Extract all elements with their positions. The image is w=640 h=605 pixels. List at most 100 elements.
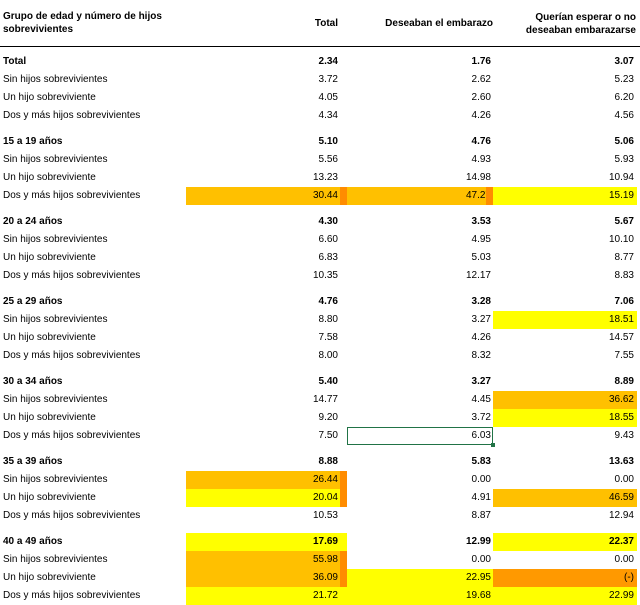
cell-querian[interactable]: 8.77 bbox=[614, 252, 634, 263]
cell-querian[interactable]: 18.55 bbox=[493, 409, 637, 427]
cell-deseaban[interactable]: 4.26 bbox=[471, 110, 491, 121]
cell-total[interactable]: 5.56 bbox=[318, 154, 338, 165]
cell-deseaban[interactable]: 12.99 bbox=[465, 536, 491, 547]
cell-querian[interactable]: 13.63 bbox=[608, 456, 634, 467]
cell-deseaban[interactable]: 4.45 bbox=[471, 394, 491, 405]
cell-total[interactable]: 10.35 bbox=[312, 270, 338, 281]
row-label[interactable]: 30 a 34 años bbox=[3, 376, 63, 387]
cell-querian[interactable]: 15.19 bbox=[493, 187, 637, 205]
row-label[interactable]: 40 a 49 años bbox=[3, 536, 63, 547]
cell-querian[interactable]: 14.57 bbox=[608, 332, 634, 343]
row-label[interactable]: Dos y más hijos sobrevivientes bbox=[3, 110, 141, 121]
cell-querian[interactable]: 8.83 bbox=[614, 270, 634, 281]
cell-total[interactable]: 4.05 bbox=[318, 92, 338, 103]
row-label[interactable]: Sin hijos sobrevivientes bbox=[3, 314, 108, 325]
row-label[interactable]: 35 a 39 años bbox=[3, 456, 63, 467]
cell-deseaban[interactable]: 22.95 bbox=[347, 569, 493, 587]
cell-querian[interactable]: 36.62 bbox=[493, 391, 637, 409]
row-label[interactable]: Un hijo sobreviviente bbox=[3, 492, 96, 503]
cell-deseaban[interactable]: 12.17 bbox=[465, 270, 491, 281]
cell-total[interactable]: 8.80 bbox=[318, 314, 338, 325]
header-label[interactable]: Grupo de edad y número de hijos sobreviv… bbox=[3, 11, 162, 35]
row-label[interactable]: Sin hijos sobrevivientes bbox=[3, 154, 108, 165]
row-label[interactable]: Dos y más hijos sobrevivientes bbox=[3, 270, 141, 281]
header-querian[interactable]: Querían esperar o no deseaban embarazars… bbox=[525, 12, 636, 36]
cell-deseaban[interactable]: 3.27 bbox=[471, 314, 491, 325]
cell-querian[interactable]: 7.55 bbox=[614, 350, 634, 361]
cell-querian[interactable]: 22.99 bbox=[493, 587, 637, 605]
header-total[interactable]: Total bbox=[314, 18, 338, 29]
cell-total[interactable]: 4.34 bbox=[318, 110, 338, 121]
row-label[interactable]: Sin hijos sobrevivientes bbox=[3, 74, 108, 85]
header-deseaban[interactable]: Deseaban el embarazo bbox=[385, 18, 493, 29]
cell-deseaban[interactable]: 19.68 bbox=[347, 587, 493, 605]
cell-total[interactable]: 6.60 bbox=[318, 234, 338, 245]
cell-deseaban[interactable]: 5.03 bbox=[471, 252, 491, 263]
cell-total[interactable]: 8.00 bbox=[318, 350, 338, 361]
cell-deseaban[interactable]: 8.87 bbox=[471, 510, 491, 521]
cell-total[interactable]: 7.58 bbox=[318, 332, 338, 343]
cell-querian[interactable]: 18.51 bbox=[493, 311, 637, 329]
cell-querian[interactable]: 0.00 bbox=[614, 554, 634, 565]
cell-total[interactable]: 4.76 bbox=[318, 296, 338, 307]
cell-querian[interactable]: 5.06 bbox=[614, 136, 634, 147]
cell-querian[interactable]: 12.94 bbox=[608, 510, 634, 521]
cell-total[interactable]: 14.77 bbox=[312, 394, 338, 405]
cell-deseaban[interactable]: 2.60 bbox=[471, 92, 491, 103]
cell-querian[interactable]: 5.67 bbox=[614, 216, 634, 227]
row-label[interactable]: Un hijo sobreviviente bbox=[3, 572, 96, 583]
cell-deseaban[interactable]: 3.72 bbox=[471, 412, 491, 423]
row-label[interactable]: Dos y más hijos sobrevivientes bbox=[3, 590, 141, 601]
cell-total[interactable]: 21.72 bbox=[186, 587, 347, 605]
row-label[interactable]: Sin hijos sobrevivientes bbox=[3, 474, 108, 485]
cell-total[interactable]: 3.72 bbox=[318, 74, 338, 85]
cell-querian[interactable]: 4.56 bbox=[614, 110, 634, 121]
cell-deseaban[interactable]: 4.95 bbox=[471, 234, 491, 245]
cell-total[interactable]: 5.10 bbox=[318, 136, 338, 147]
cell-querian[interactable]: 22.37 bbox=[493, 533, 637, 551]
cell-querian[interactable]: 0.00 bbox=[614, 474, 634, 485]
row-label[interactable]: 20 a 24 años bbox=[3, 216, 63, 227]
cell-deseaban[interactable]: 4.91 bbox=[471, 492, 491, 503]
cell-deseaban[interactable]: 14.98 bbox=[465, 172, 491, 183]
row-label[interactable]: Dos y más hijos sobrevivientes bbox=[3, 190, 141, 201]
row-label[interactable]: Sin hijos sobrevivientes bbox=[3, 234, 108, 245]
cell-deseaban[interactable]: 1.76 bbox=[471, 56, 491, 67]
cell-querian[interactable]: 5.23 bbox=[614, 74, 634, 85]
cell-deseaban[interactable]: 3.53 bbox=[471, 216, 491, 227]
cell-total[interactable]: 20.04 bbox=[186, 489, 347, 507]
row-label[interactable]: Un hijo sobreviviente bbox=[3, 252, 96, 263]
row-label[interactable]: Sin hijos sobrevivientes bbox=[3, 394, 108, 405]
cell-total[interactable]: 55.98 bbox=[186, 551, 347, 569]
cell-deseaban[interactable]: 8.32 bbox=[471, 350, 491, 361]
row-label[interactable]: Dos y más hijos sobrevivientes bbox=[3, 510, 141, 521]
cell-deseaban[interactable]: 2.62 bbox=[471, 74, 491, 85]
cell-total[interactable]: 26.44 bbox=[186, 471, 347, 489]
row-label[interactable]: Un hijo sobreviviente bbox=[3, 92, 96, 103]
cell-querian[interactable]: 6.20 bbox=[614, 92, 634, 103]
row-label[interactable]: 15 a 19 años bbox=[3, 136, 63, 147]
cell-deseaban[interactable]: 4.93 bbox=[471, 154, 491, 165]
cell-querian[interactable]: 46.59 bbox=[493, 489, 637, 507]
cell-deseaban[interactable]: 4.76 bbox=[471, 136, 491, 147]
cell-deseaban[interactable]: 3.27 bbox=[471, 376, 491, 387]
row-label[interactable]: Sin hijos sobrevivientes bbox=[3, 554, 108, 565]
cell-total[interactable]: 6.83 bbox=[318, 252, 338, 263]
row-label[interactable]: Dos y más hijos sobrevivientes bbox=[3, 350, 141, 361]
row-label[interactable]: Un hijo sobreviviente bbox=[3, 172, 96, 183]
row-label[interactable]: Total bbox=[3, 56, 27, 67]
cell-total[interactable]: 30.44 bbox=[186, 187, 347, 205]
cell-deseaban[interactable]: 5.83 bbox=[471, 456, 491, 467]
cell-total[interactable]: 5.40 bbox=[318, 376, 338, 387]
cell-querian[interactable]: 3.07 bbox=[614, 56, 634, 67]
cell-deseaban[interactable]: 4.26 bbox=[471, 332, 491, 343]
cell-total[interactable]: 36.09 bbox=[186, 569, 347, 587]
row-label[interactable]: Un hijo sobreviviente bbox=[3, 332, 96, 343]
cell-total[interactable]: 13.23 bbox=[312, 172, 338, 183]
cell-total[interactable]: 7.50 bbox=[318, 430, 338, 441]
row-label[interactable]: 25 a 29 años bbox=[3, 296, 63, 307]
cell-deseaban[interactable]: 6.03 bbox=[471, 430, 491, 441]
fill-handle[interactable] bbox=[491, 443, 495, 447]
cell-querian[interactable]: 5.93 bbox=[614, 154, 634, 165]
cell-querian[interactable]: 9.43 bbox=[614, 430, 634, 441]
